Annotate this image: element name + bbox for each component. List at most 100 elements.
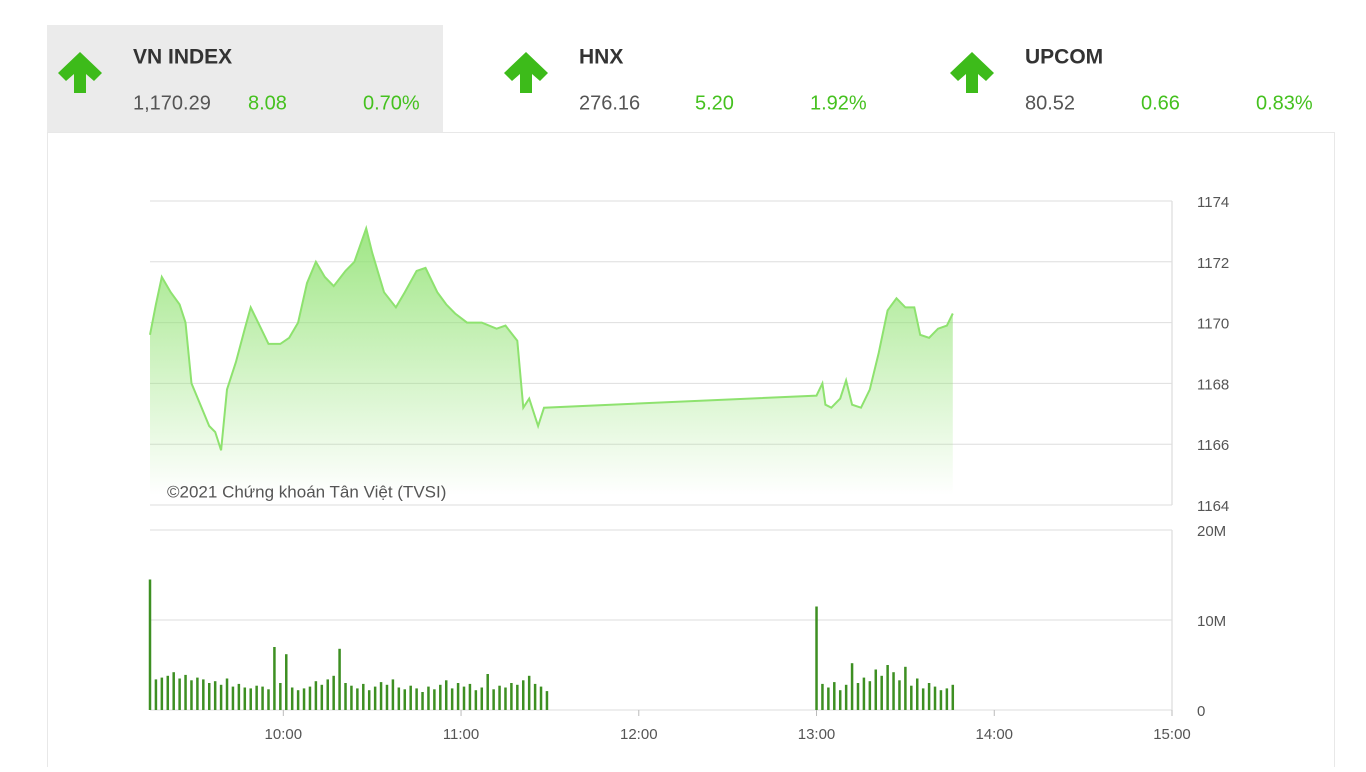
volume-bar: [892, 672, 895, 710]
volume-bar: [249, 688, 252, 710]
volume-bar: [178, 678, 181, 710]
volume-bar: [474, 690, 478, 710]
y-tick-label: 1164: [1197, 498, 1229, 515]
x-tick-label: 10:00: [265, 726, 303, 743]
volume-bar: [385, 684, 389, 710]
volume-bar: [498, 685, 501, 710]
volume-bar: [302, 688, 306, 710]
index-change: 5.20: [695, 92, 734, 114]
index-name: UPCOM: [1025, 46, 1103, 69]
volume-bar: [886, 665, 889, 710]
active-tab: [47, 25, 443, 132]
volume-bar: [439, 684, 442, 710]
y-tick-label: 10M: [1197, 613, 1226, 630]
volume-bar: [862, 677, 866, 710]
index-percent: 0.70%: [363, 92, 420, 114]
volume-bar: [350, 685, 353, 710]
index-vn: VN INDEX 1,170.29 8.08 0.70%: [58, 46, 420, 114]
volume-bar: [237, 683, 241, 710]
index-hnx: HNX 276.16 5.20 1.92%: [504, 46, 867, 114]
volume-bar: [296, 690, 300, 710]
volume-bar: [827, 687, 830, 710]
volume-bar: [915, 678, 919, 710]
area-fill: [150, 228, 953, 495]
y-tick-label: 1166: [1197, 437, 1229, 454]
volume-bar: [344, 683, 347, 710]
volume-bar: [462, 686, 466, 710]
volume-bar: [533, 683, 537, 710]
volume-bar: [510, 683, 513, 710]
up-arrow: [504, 52, 548, 93]
x-tick-label: 11:00: [443, 726, 479, 743]
volume-bar: [338, 648, 341, 710]
volume-bar: [367, 690, 371, 710]
index-percent: 1.92%: [810, 92, 867, 114]
volume-bar: [231, 686, 235, 710]
volume-bar: [880, 675, 883, 710]
index-percent: 0.83%: [1256, 92, 1313, 114]
volume-bar: [468, 683, 472, 710]
volume-bar: [921, 688, 925, 710]
volume-bar: [379, 682, 383, 710]
volume-bar: [160, 677, 164, 710]
volume-bar: [202, 679, 205, 710]
index-value: 276.16: [579, 92, 640, 114]
volume-bar: [939, 690, 943, 710]
volume-bar: [850, 663, 854, 710]
volume-bar: [444, 680, 448, 710]
volume-bar: [545, 691, 549, 710]
volume-bar: [326, 679, 329, 710]
volume-bar: [320, 684, 324, 710]
volume-bar: [904, 666, 907, 710]
volume-bar: [409, 685, 412, 710]
index-change: 0.66: [1141, 92, 1180, 114]
volume-bar: [219, 684, 223, 710]
volume-bar: [373, 686, 377, 710]
up-arrow: [58, 52, 102, 93]
volume-bar: [148, 579, 152, 710]
volume-bar: [833, 682, 836, 710]
volume-bar: [190, 680, 193, 710]
volume-bar: [945, 688, 949, 710]
volume-bar: [910, 685, 913, 710]
y-tick-label: 1168: [1197, 376, 1229, 393]
volume-bar: [267, 689, 270, 710]
volume-bar: [166, 675, 170, 710]
volume-bar: [838, 690, 842, 710]
volume-bar: [362, 683, 365, 710]
y-tick-label: 1170: [1197, 316, 1229, 333]
volume-bar: [356, 688, 359, 710]
volume-bar: [933, 686, 937, 710]
index-change: 8.08: [248, 92, 287, 114]
volume-bar: [273, 647, 276, 710]
volume-bar: [261, 686, 264, 710]
volume-bar: [196, 677, 199, 710]
volume-bar: [279, 683, 282, 710]
volume-bar: [391, 679, 395, 710]
volume-bar: [856, 683, 860, 710]
volume-bar: [821, 683, 824, 710]
y-tick-label: 1172: [1197, 255, 1229, 272]
index-name: HNX: [579, 46, 623, 69]
volume-bar: [207, 683, 211, 710]
volume-bar: [868, 681, 872, 710]
volume-bar: [403, 689, 407, 710]
x-tick-label: 14:00: [975, 726, 1013, 743]
volume-bar: [898, 680, 901, 710]
volume-bar: [450, 688, 454, 710]
volume-bar: [397, 687, 401, 710]
volume-bar: [285, 654, 288, 710]
watermark: ©2021 Chứng khoán Tân Việt (TVSI): [167, 482, 446, 501]
volume-bar: [172, 672, 175, 710]
volume-bar: [415, 688, 418, 710]
volume-bar: [951, 684, 955, 710]
x-tick-label: 13:00: [798, 726, 836, 743]
x-tick-label: 12:00: [620, 726, 658, 743]
volume-bar: [516, 684, 519, 710]
index-name: VN INDEX: [133, 46, 232, 69]
volume-bar: [314, 681, 318, 710]
volume-bar: [492, 689, 495, 710]
y-tick-label: 20M: [1197, 523, 1226, 540]
